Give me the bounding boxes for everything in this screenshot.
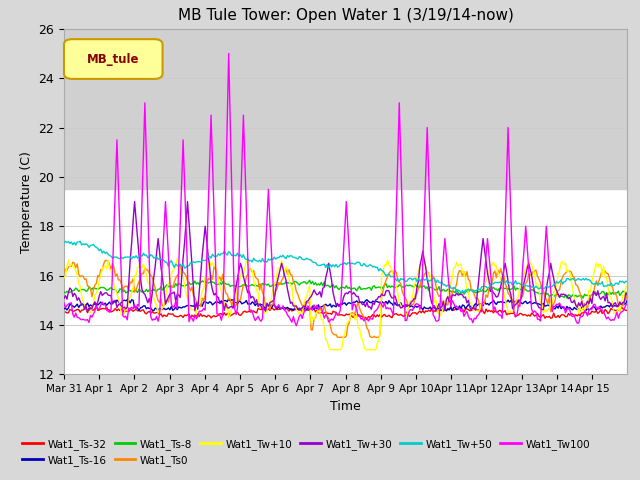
Wat1_Ts0 [79,273,87,279]
Wat1_Ts0 [622,297,630,302]
Wat1_Ts-16 [622,301,630,307]
Wat1_Ts-8 [622,289,630,295]
Wat1_Tw+10 [623,283,631,288]
Wat1_Ts0 [465,277,472,283]
Wat1_Ts-32 [465,307,472,312]
Wat1_Ts-32 [623,308,631,313]
Wat1_Tw100 [622,302,630,308]
Wat1_Ts-8 [306,277,314,283]
Wat1_Tw+50 [623,279,631,285]
Wat1_Ts-16 [548,301,556,307]
Y-axis label: Temperature (C): Temperature (C) [20,151,33,252]
Line: Wat1_Tw+30: Wat1_Tw+30 [64,202,627,312]
Wat1_Tw100 [97,302,104,308]
Wat1_Ts-16 [623,298,631,303]
Wat1_Ts-32 [79,307,87,313]
Wat1_Ts0 [333,335,341,340]
Wat1_Tw+10 [353,312,360,317]
Wat1_Tw+30 [60,295,68,301]
Wat1_Tw+10 [173,256,181,262]
Wat1_Ts-8 [547,293,555,299]
Wat1_Tw100 [292,323,300,328]
Wat1_Tw+10 [465,289,472,295]
Wat1_Tw+50 [351,261,359,267]
Wat1_Ts-16 [60,306,68,312]
Wat1_Ts0 [548,303,556,309]
Wat1_Ts0 [101,258,109,264]
Wat1_Tw+50 [622,278,630,284]
Wat1_Ts-16 [154,309,162,314]
Bar [64,29,627,189]
Line: Wat1_Tw100: Wat1_Tw100 [64,53,627,325]
Wat1_Ts0 [353,304,360,310]
Wat1_Tw+50 [99,250,106,256]
Wat1_Tw+10 [326,347,334,353]
Wat1_Ts-32 [60,310,68,316]
Legend: Wat1_Ts-32, Wat1_Ts-16, Wat1_Ts-8, Wat1_Ts0, Wat1_Tw+10, Wat1_Tw+30, Wat1_Tw+50,: Wat1_Ts-32, Wat1_Ts-16, Wat1_Ts-8, Wat1_… [18,434,595,470]
Wat1_Ts-32 [622,308,630,313]
Wat1_Ts0 [97,267,104,273]
Wat1_Tw+30 [353,294,360,300]
Wat1_Tw+50 [81,242,88,248]
Wat1_Tw+10 [548,301,556,307]
Line: Wat1_Tw+50: Wat1_Tw+50 [64,241,627,293]
Wat1_Ts-16 [225,296,232,301]
Wat1_Tw+30 [99,292,106,298]
Line: Wat1_Ts-8: Wat1_Ts-8 [64,280,627,298]
Wat1_Ts-32 [99,306,106,312]
Wat1_Tw+30 [465,298,472,303]
Wat1_Tw100 [623,302,631,308]
Wat1_Tw+50 [465,286,472,292]
Wat1_Tw+50 [460,290,468,296]
Wat1_Tw+50 [60,240,68,246]
Wat1_Tw+30 [84,310,92,315]
Line: Wat1_Ts-16: Wat1_Ts-16 [64,299,627,312]
X-axis label: Time: Time [330,400,361,413]
Wat1_Ts-8 [463,288,471,294]
Wat1_Tw+10 [79,299,87,304]
Wat1_Tw+30 [622,290,630,296]
FancyBboxPatch shape [64,39,163,79]
Wat1_Ts-16 [465,302,472,308]
Wat1_Ts-8 [623,290,631,296]
Wat1_Tw100 [353,306,360,312]
Wat1_Ts-16 [79,301,87,307]
Wat1_Tw+10 [97,272,104,278]
Line: Wat1_Ts0: Wat1_Ts0 [64,261,627,337]
Text: MB_tule: MB_tule [87,53,140,66]
Wat1_Tw100 [548,309,556,314]
Wat1_Tw100 [465,313,472,319]
Wat1_Tw+30 [79,301,87,307]
Wat1_Tw+50 [76,239,84,244]
Wat1_Tw+50 [548,284,556,289]
Line: Wat1_Tw+10: Wat1_Tw+10 [64,259,627,350]
Wat1_Tw+30 [623,292,631,298]
Wat1_Ts-32 [548,315,556,321]
Title: MB Tule Tower: Open Water 1 (3/19/14-now): MB Tule Tower: Open Water 1 (3/19/14-now… [178,9,513,24]
Wat1_Ts0 [60,270,68,276]
Wat1_Ts-32 [351,311,359,317]
Wat1_Tw100 [225,50,232,56]
Wat1_Tw100 [60,300,68,306]
Wat1_Ts-8 [97,285,104,290]
Wat1_Ts-8 [351,286,359,291]
Wat1_Ts-8 [579,295,587,301]
Wat1_Ts-16 [97,299,104,305]
Wat1_Tw+10 [60,275,68,281]
Wat1_Ts-32 [93,302,100,308]
Wat1_Ts-8 [60,289,68,295]
Wat1_Ts0 [623,291,631,297]
Wat1_Ts-8 [79,287,87,292]
Wat1_Tw+10 [622,285,630,290]
Wat1_Tw+30 [548,269,556,275]
Wat1_Tw+30 [131,199,138,204]
Wat1_Ts-16 [353,298,360,304]
Wat1_Tw100 [79,316,87,322]
Line: Wat1_Ts-32: Wat1_Ts-32 [64,305,627,320]
Wat1_Ts-32 [363,317,371,323]
